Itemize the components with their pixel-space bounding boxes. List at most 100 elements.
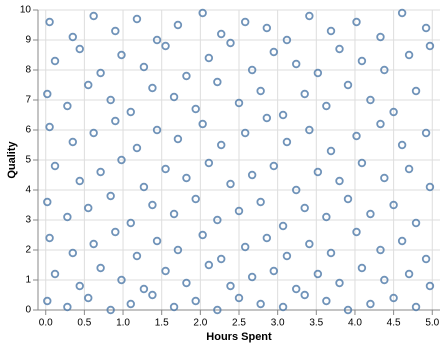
y-tick-label: 9 bbox=[25, 35, 31, 46]
point bbox=[300, 89, 309, 99]
point bbox=[278, 110, 288, 120]
x-tick-label: 2.5 bbox=[232, 318, 246, 329]
point bbox=[282, 137, 292, 147]
point bbox=[366, 209, 375, 219]
point bbox=[335, 44, 344, 54]
point bbox=[380, 275, 389, 285]
point bbox=[96, 263, 105, 273]
point bbox=[126, 218, 135, 228]
point bbox=[313, 269, 323, 279]
point bbox=[389, 200, 398, 210]
point bbox=[269, 47, 278, 57]
point bbox=[397, 8, 407, 18]
point bbox=[217, 140, 226, 150]
point bbox=[234, 293, 244, 303]
point bbox=[425, 281, 435, 291]
point bbox=[148, 200, 157, 210]
point bbox=[45, 17, 54, 27]
point bbox=[217, 254, 226, 264]
point bbox=[117, 155, 126, 165]
point bbox=[132, 143, 142, 153]
point bbox=[404, 164, 414, 174]
point bbox=[169, 302, 179, 312]
point bbox=[126, 299, 135, 309]
point bbox=[173, 134, 183, 144]
point bbox=[397, 140, 407, 150]
point bbox=[389, 293, 398, 303]
point bbox=[50, 56, 60, 66]
point bbox=[213, 77, 222, 87]
point bbox=[198, 8, 207, 18]
point bbox=[226, 179, 235, 189]
point bbox=[169, 92, 179, 102]
point bbox=[68, 248, 77, 258]
point bbox=[96, 167, 105, 177]
point bbox=[226, 38, 235, 48]
point bbox=[111, 116, 120, 126]
point bbox=[106, 95, 115, 105]
point bbox=[411, 218, 421, 228]
point bbox=[50, 269, 60, 279]
y-tick-label: 8 bbox=[25, 65, 31, 76]
y-tick-label: 0 bbox=[25, 305, 31, 316]
point bbox=[182, 173, 191, 183]
point bbox=[173, 20, 183, 30]
x-tick-label: 0.0 bbox=[39, 318, 53, 329]
point bbox=[292, 284, 301, 294]
point bbox=[322, 101, 331, 111]
point bbox=[234, 206, 244, 216]
point bbox=[117, 275, 126, 285]
point bbox=[96, 68, 105, 78]
point bbox=[366, 299, 375, 309]
point bbox=[84, 80, 93, 90]
point bbox=[300, 290, 309, 300]
y-tick-label: 1 bbox=[25, 275, 31, 286]
point bbox=[152, 35, 162, 45]
point bbox=[352, 227, 361, 237]
point bbox=[366, 95, 375, 105]
point bbox=[247, 272, 257, 282]
point bbox=[404, 50, 414, 60]
point bbox=[256, 86, 265, 96]
point bbox=[139, 284, 149, 294]
point bbox=[111, 227, 120, 237]
y-tick-label: 2 bbox=[25, 245, 31, 256]
point bbox=[240, 17, 250, 27]
point bbox=[326, 248, 336, 258]
point bbox=[352, 17, 361, 27]
point bbox=[357, 158, 367, 168]
point bbox=[43, 89, 52, 99]
point bbox=[148, 290, 157, 300]
point bbox=[173, 245, 183, 255]
y-axis-title: Quality bbox=[6, 140, 18, 178]
point bbox=[226, 281, 235, 291]
point bbox=[343, 305, 353, 315]
y-tick-label: 10 bbox=[20, 5, 32, 16]
y-tick-label: 4 bbox=[25, 185, 31, 196]
x-tick-label: 3.0 bbox=[271, 318, 285, 329]
y-tick-label: 3 bbox=[25, 215, 31, 226]
y-tick-label: 7 bbox=[25, 95, 31, 106]
point bbox=[282, 35, 292, 45]
point bbox=[139, 62, 149, 72]
point bbox=[357, 56, 367, 66]
point bbox=[343, 194, 353, 204]
point bbox=[106, 305, 115, 315]
point bbox=[292, 59, 301, 69]
point bbox=[126, 107, 135, 117]
point bbox=[191, 194, 200, 204]
x-tick-label: 0.5 bbox=[77, 318, 91, 329]
point bbox=[204, 158, 214, 168]
point bbox=[292, 185, 301, 195]
point bbox=[322, 212, 331, 222]
point bbox=[247, 65, 257, 75]
x-tick-label: 5.0 bbox=[425, 318, 439, 329]
point bbox=[313, 68, 323, 78]
point bbox=[84, 203, 93, 213]
point bbox=[389, 107, 398, 117]
point bbox=[68, 137, 77, 147]
point bbox=[343, 80, 353, 90]
point bbox=[89, 11, 98, 21]
point bbox=[132, 251, 142, 261]
